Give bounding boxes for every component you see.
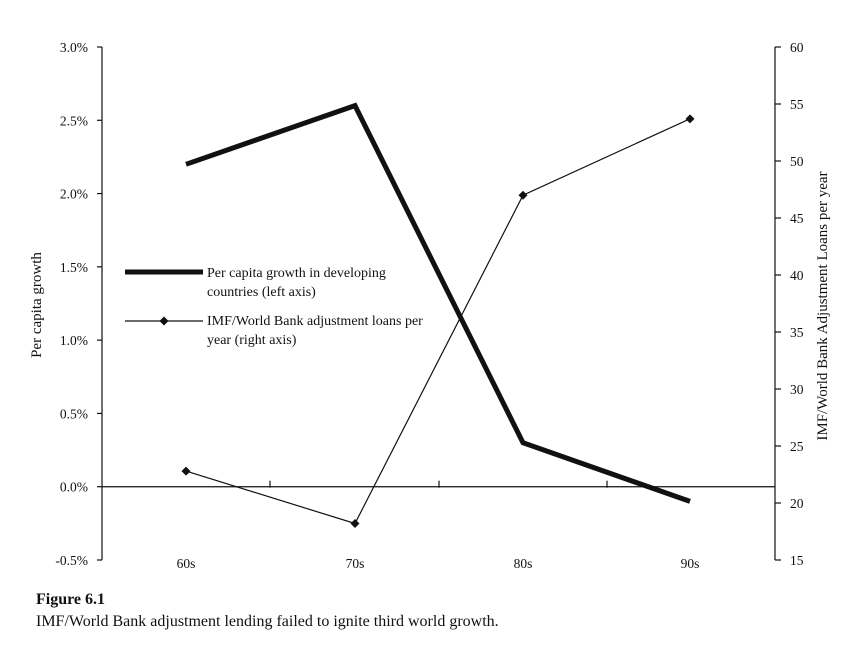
axes — [101, 47, 776, 560]
category-label: 60s — [177, 556, 196, 571]
loans-point-80s — [518, 190, 528, 200]
left-tick-label: 0.0% — [60, 480, 88, 495]
legend-label-growth-line2: countries (left axis) — [207, 285, 316, 300]
left-tick-label: 2.0% — [60, 187, 88, 202]
legend-marker-loans — [159, 316, 169, 326]
right-tick-label: 25 — [790, 439, 804, 454]
category-label: 80s — [514, 556, 533, 571]
right-tick-label: 40 — [790, 268, 804, 283]
category-label: 70s — [346, 556, 365, 571]
right-tick-label: 55 — [790, 97, 804, 112]
right-tick-label: 30 — [790, 382, 804, 397]
category-labels: 60s 70s 80s 90s — [177, 556, 700, 571]
left-tick-label: -0.5% — [55, 553, 88, 568]
left-tick-label: 3.0% — [60, 40, 88, 55]
series-line-loans — [185, 118, 691, 525]
left-tick-label: 1.0% — [60, 333, 88, 348]
series-layer — [181, 102, 695, 529]
right-tick-label: 60 — [790, 40, 804, 55]
left-axis-title: Per capita growth — [29, 252, 45, 358]
right-tick-label: 45 — [790, 211, 804, 226]
loans-point-70s — [350, 519, 360, 529]
legend: Per capita growth in developing countrie… — [125, 266, 423, 348]
left-tick-label: 0.5% — [60, 406, 88, 421]
left-tick-label: 1.5% — [60, 260, 88, 275]
loans-point-90s — [685, 114, 695, 124]
category-label: 90s — [681, 556, 700, 571]
series-line-growth — [185, 102, 691, 504]
loans-point-60s — [181, 466, 191, 476]
right-tick-label: 15 — [790, 553, 804, 568]
dual-axis-line-chart: -0.5% 0.0% 0.5% 1.0% 1.5% 2.0% 2.5% 3.0% 15 20 25… — [29, 40, 831, 571]
legend-label-loans-line2: year (right axis) — [207, 333, 297, 348]
legend-label-growth-line1: Per capita growth in developing — [207, 266, 386, 281]
right-tick-label: 50 — [790, 154, 804, 169]
right-tick-label: 20 — [790, 496, 804, 511]
legend-label-loans-line1: IMF/World Bank adjustment loans per — [207, 314, 423, 329]
right-tick-label: 35 — [790, 325, 804, 340]
figure-caption: IMF/World Bank adjustment lending failed… — [36, 613, 499, 630]
left-tick-label: 2.5% — [60, 113, 88, 128]
left-axis-ticks: -0.5% 0.0% 0.5% 1.0% 1.5% 2.0% 2.5% 3.0% — [55, 40, 102, 568]
right-axis-ticks: 15 20 25 30 35 40 45 50 55 60 — [775, 40, 804, 568]
right-axis-title: IMF/World Bank Adjustment Loans per year — [815, 171, 831, 440]
figure-number: Figure 6.1 — [36, 591, 106, 608]
